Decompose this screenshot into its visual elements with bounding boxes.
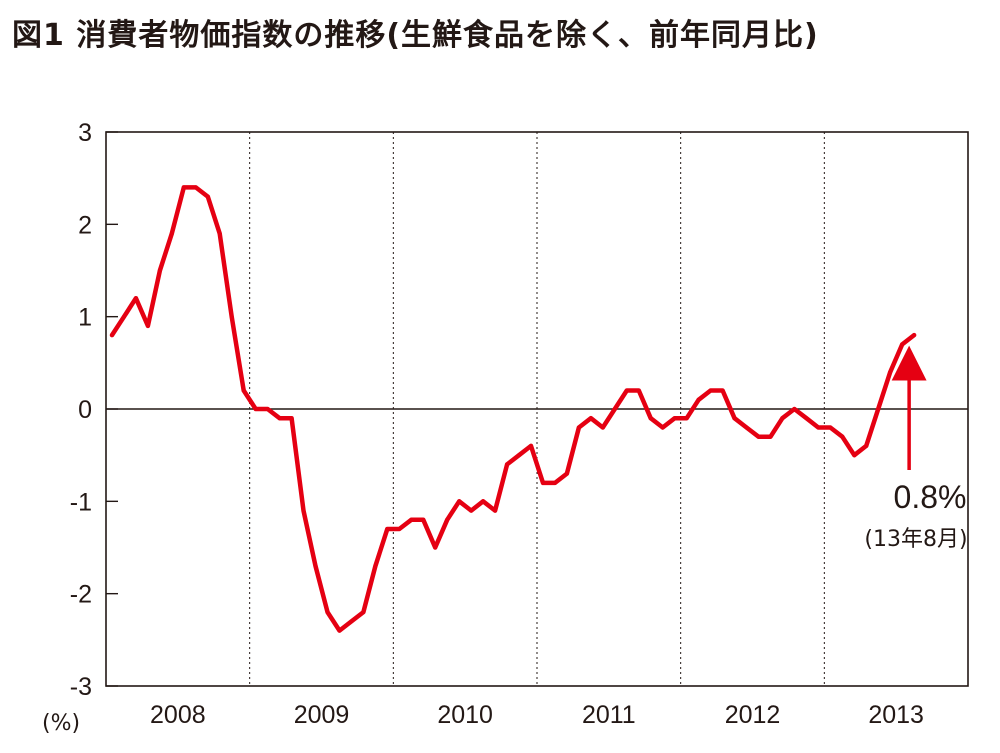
data-point	[912, 333, 917, 338]
data-point	[229, 314, 234, 319]
chart-title: 図1 消費者物価指数の推移(生鮮食品を除く、前年同月比)	[12, 18, 819, 53]
data-point	[564, 471, 569, 476]
data-point	[648, 416, 653, 421]
data-point	[612, 407, 617, 411]
data-point	[553, 480, 557, 485]
data-point	[852, 453, 857, 458]
x-tick-label: 2011	[582, 701, 636, 729]
data-point	[181, 185, 186, 190]
data-point	[205, 194, 210, 199]
data-point	[624, 388, 629, 393]
y-tick-label: -1	[70, 488, 92, 516]
data-point	[409, 517, 414, 522]
data-point	[145, 323, 150, 328]
data-point	[421, 517, 426, 522]
data-point	[828, 425, 833, 430]
data-point	[888, 370, 893, 375]
y-tick-label: 1	[78, 304, 92, 332]
data-point	[684, 416, 689, 421]
data-point	[804, 416, 809, 421]
data-point	[792, 407, 797, 411]
data-point	[313, 564, 318, 568]
y-unit-label: (%)	[42, 711, 80, 736]
data-point	[289, 416, 294, 421]
data-point	[636, 388, 641, 393]
data-point	[361, 610, 366, 615]
data-point	[529, 443, 533, 448]
data-point	[876, 407, 881, 411]
data-point	[576, 425, 581, 430]
data-point	[780, 416, 785, 421]
x-tick-label: 2010	[437, 701, 493, 729]
data-point	[169, 231, 174, 236]
data-point	[481, 499, 486, 504]
data-point	[708, 388, 713, 393]
annotation-date: (13年8月)	[864, 527, 967, 552]
data-point	[840, 434, 845, 439]
x-tick-label: 2009	[294, 701, 350, 729]
data-point	[720, 388, 725, 393]
data-point	[433, 545, 438, 550]
data-point	[373, 564, 378, 568]
data-point	[816, 425, 821, 430]
data-point	[469, 508, 474, 513]
data-point	[301, 508, 306, 513]
y-tick-label: 3	[78, 119, 92, 147]
data-point	[744, 425, 749, 430]
data-point	[157, 268, 162, 273]
data-point	[325, 610, 330, 615]
data-point	[457, 499, 462, 504]
x-tick-label: 2013	[868, 701, 924, 729]
data-point	[756, 434, 761, 439]
data-point	[122, 314, 126, 319]
data-point	[600, 425, 605, 430]
data-point	[385, 527, 390, 531]
data-point	[133, 296, 138, 301]
data-point	[217, 231, 222, 236]
data-point	[588, 416, 593, 421]
x-tick-label: 2012	[725, 701, 781, 729]
data-point	[493, 508, 498, 513]
data-point	[265, 407, 270, 411]
data-point	[445, 517, 450, 522]
data-point	[541, 480, 545, 485]
annotation-value: 0.8%	[894, 479, 967, 515]
y-tick-label: -3	[70, 673, 92, 701]
data-point	[732, 416, 737, 421]
data-point	[900, 342, 905, 347]
data-point	[660, 425, 665, 430]
data-point	[505, 462, 510, 467]
data-point	[241, 388, 246, 393]
data-point	[672, 416, 677, 421]
data-point	[397, 527, 402, 531]
series-line	[109, 185, 917, 633]
y-tick-label: 0	[78, 396, 92, 424]
x-tick-label: 2008	[150, 701, 206, 729]
data-point	[277, 416, 282, 421]
data-point	[110, 333, 114, 338]
data-point	[193, 185, 198, 190]
data-point	[768, 434, 773, 439]
data-point	[253, 407, 258, 411]
y-tick-label: 2	[78, 211, 92, 239]
data-point	[517, 453, 521, 458]
y-tick-label: -2	[70, 581, 92, 609]
data-point	[337, 628, 342, 633]
data-point	[349, 619, 354, 624]
data-point	[696, 397, 701, 402]
data-point	[864, 443, 869, 448]
